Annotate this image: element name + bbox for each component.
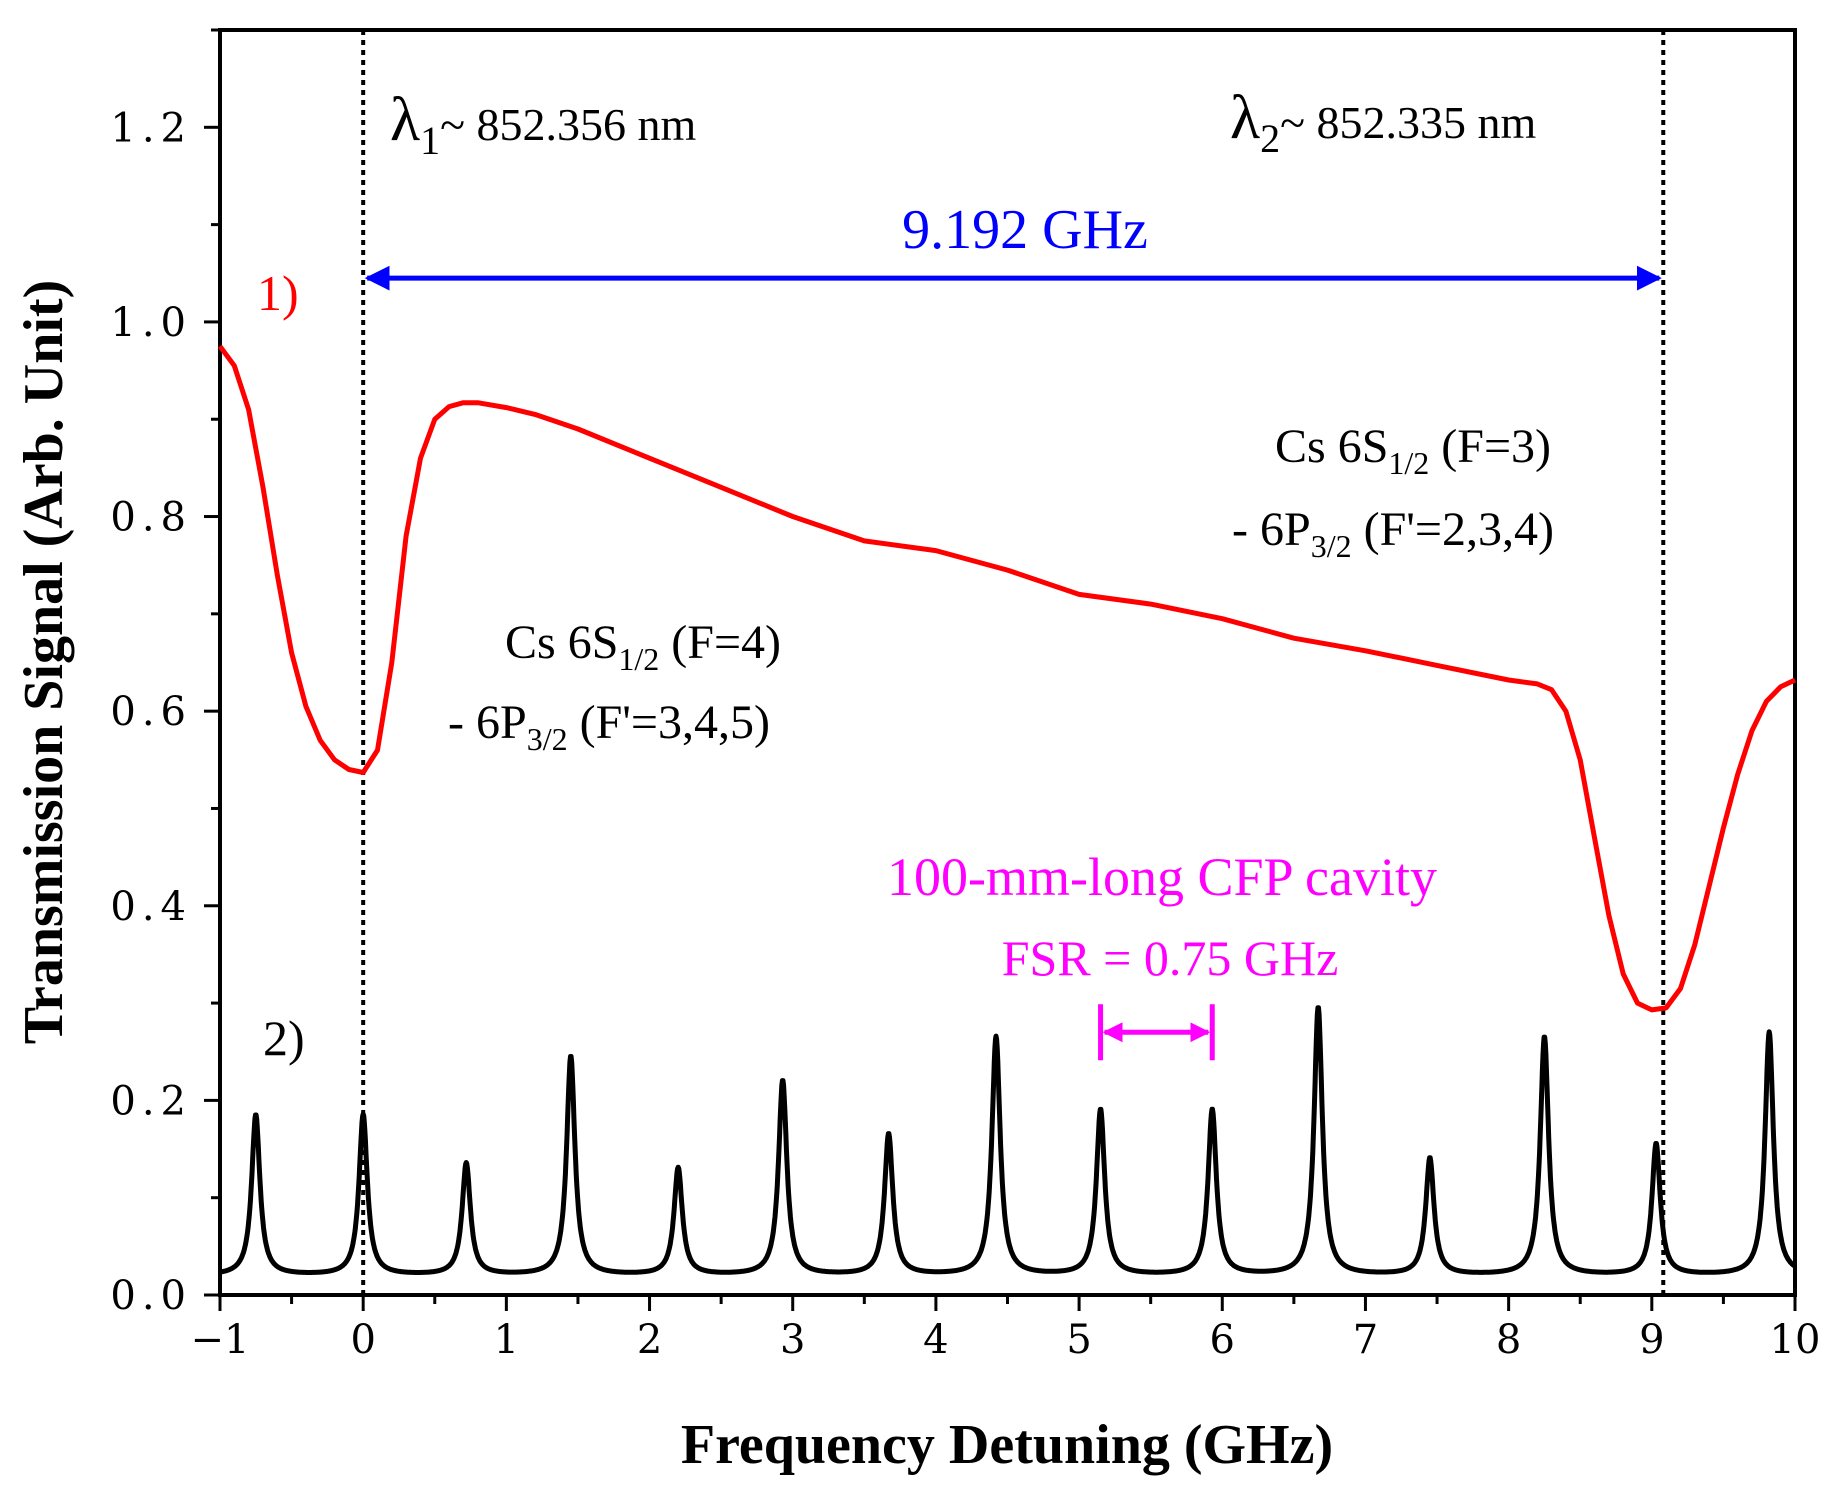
series-2-peak bbox=[1427, 1156, 1432, 1161]
series-1-line bbox=[217, 344, 1797, 1013]
lambda1-sub: 1 bbox=[420, 118, 440, 163]
x-tick-label: 7 bbox=[1353, 1317, 1378, 1363]
left-t1-a: Cs 6S bbox=[505, 616, 618, 669]
right-t1-b: (F=3) bbox=[1429, 420, 1551, 473]
x-tick-label: 1 bbox=[494, 1317, 519, 1363]
series-2-peak bbox=[1098, 1108, 1103, 1113]
y-tick-label: 1.2 bbox=[110, 105, 192, 151]
cavity-label: 100-mm-long CFP cavity bbox=[887, 847, 1437, 907]
series-2-peaks bbox=[253, 1005, 1772, 1171]
y-tick-label: 0.6 bbox=[110, 689, 192, 735]
lambda1-value: ~ 852.356 nm bbox=[440, 99, 696, 150]
axis-ticks bbox=[204, 28, 1797, 1311]
lambda2-symbol: λ bbox=[1230, 84, 1260, 152]
y-tick-label: 0.4 bbox=[110, 884, 192, 930]
x-tick-label: 6 bbox=[1210, 1317, 1235, 1363]
lambda1-label: λ1~ 852.356 nm bbox=[390, 86, 696, 163]
series-2-peak bbox=[1210, 1108, 1215, 1113]
series-2-peak bbox=[1654, 1142, 1659, 1147]
y-tick-label: 0.0 bbox=[110, 1273, 192, 1319]
y-axis-title: Transmission Signal (Arb. Unit) bbox=[13, 280, 75, 1044]
series-2-peak bbox=[780, 1078, 785, 1083]
series-2-peak bbox=[676, 1166, 681, 1171]
series-2-line bbox=[218, 1005, 1797, 1275]
x-tick-label: 9 bbox=[1639, 1317, 1664, 1363]
x-tick-label: 2 bbox=[637, 1317, 662, 1363]
lambda2-value: ~ 852.335 nm bbox=[1280, 97, 1536, 148]
x-tick-label: −1 bbox=[191, 1317, 250, 1363]
left-transition-line1: Cs 6S1/2 (F=4) bbox=[505, 616, 781, 677]
right-t2-b: (F'=2,3,4) bbox=[1352, 503, 1554, 556]
series-2-peak bbox=[464, 1161, 469, 1166]
series-2-peak bbox=[886, 1132, 891, 1137]
series-2-peak bbox=[1767, 1030, 1772, 1035]
y-tick-label: 0.2 bbox=[110, 1078, 192, 1124]
series-2-peak bbox=[1542, 1035, 1547, 1040]
x-axis-title: Frequency Detuning (GHz) bbox=[681, 1414, 1333, 1476]
series-2-peak bbox=[1316, 1005, 1321, 1010]
x-tick-label: 4 bbox=[923, 1317, 948, 1363]
series-2-peak bbox=[568, 1054, 573, 1059]
y-tick-label: 0.8 bbox=[110, 495, 192, 541]
left-t2-b: (F'=3,4,5) bbox=[568, 696, 770, 749]
y-tick-label: 1.0 bbox=[110, 300, 192, 346]
x-tick-labels: −1 0 1 2 3 4 5 6 7 8 9 10 bbox=[191, 1317, 1821, 1363]
left-t1-b: (F=4) bbox=[659, 616, 781, 669]
y-tick-labels: 0.0 0.2 0.4 0.6 0.8 1.0 1.2 bbox=[110, 105, 192, 1319]
separation-label: 9.192 GHz bbox=[902, 199, 1148, 261]
x-tick-label: 10 bbox=[1770, 1317, 1821, 1363]
series-2-peak bbox=[361, 1112, 366, 1117]
right-t1-sub: 1/2 bbox=[1388, 445, 1429, 481]
lambda1-symbol: λ bbox=[390, 86, 420, 154]
right-t2-a: - 6P bbox=[1232, 503, 1311, 556]
left-transition-line2: - 6P3/2 (F'=3,4,5) bbox=[448, 696, 770, 757]
fsr-label: FSR = 0.75 GHz bbox=[1002, 930, 1339, 986]
right-t2-sub: 3/2 bbox=[1311, 528, 1352, 564]
left-t2-sub: 3/2 bbox=[527, 721, 568, 757]
right-t1-a: Cs 6S bbox=[1275, 420, 1388, 473]
left-t1-sub: 1/2 bbox=[618, 641, 659, 677]
series-2-peak bbox=[253, 1112, 258, 1117]
right-transition-line1: Cs 6S1/2 (F=3) bbox=[1275, 420, 1551, 481]
left-t2-a: - 6P bbox=[448, 696, 527, 749]
x-tick-label: 8 bbox=[1496, 1317, 1521, 1363]
fsr-bracket bbox=[1098, 1004, 1215, 1061]
curve1-label: 1) bbox=[257, 265, 299, 321]
right-transition-line2: - 6P3/2 (F'=2,3,4) bbox=[1232, 503, 1554, 564]
x-tick-label: 0 bbox=[350, 1317, 375, 1363]
series-2-peak bbox=[994, 1035, 999, 1040]
lambda2-sub: 2 bbox=[1260, 116, 1280, 161]
curve2-label: 2) bbox=[263, 1010, 305, 1066]
lambda2-label: λ2~ 852.335 nm bbox=[1230, 84, 1536, 161]
x-tick-label: 5 bbox=[1066, 1317, 1091, 1363]
x-tick-label: 3 bbox=[780, 1317, 805, 1363]
